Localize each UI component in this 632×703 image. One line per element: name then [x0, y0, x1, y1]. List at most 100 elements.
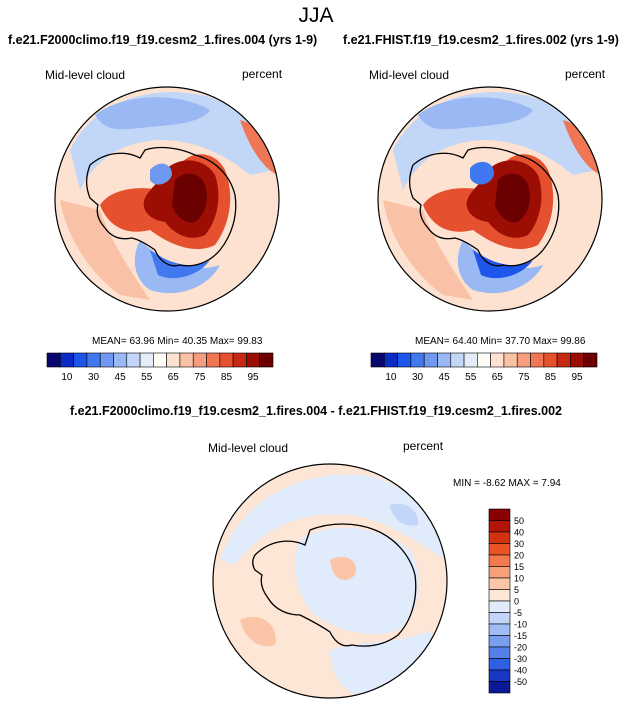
right-colorbar-swatch — [370, 352, 385, 368]
left-colorbar: 10 30 45 55 65 75 85 95 — [46, 352, 274, 383]
diff-stats: MIN = -8.62 MAX = 7.94 — [453, 478, 561, 489]
left-colorbar-swatch — [179, 352, 194, 368]
left-panel-title: f.e21.F2000climo.f19_f19.cesm2_1.fires.0… — [8, 33, 318, 47]
left-colorbar-swatch — [86, 352, 101, 368]
right-min-label: Min= — [480, 336, 503, 347]
left-field-darkred-core — [172, 173, 207, 223]
right-colorbar-swatch — [410, 352, 425, 368]
left-colorbar-swatch — [232, 352, 247, 368]
diff-colorbar-swatch — [488, 577, 511, 590]
diff-panel-title: f.e21.F2000climo.f19_f19.cesm2_1.fires.0… — [70, 404, 562, 418]
left-max-value: 99.83 — [237, 336, 263, 347]
diff-field-orange-sw — [240, 616, 276, 647]
left-colorbar-swatch — [246, 352, 261, 368]
diff-variable-label: Mid-level cloud — [208, 441, 289, 455]
diff-coastline — [252, 523, 417, 647]
diff-colorbar-swatch — [488, 669, 511, 682]
left-colorbar-swatch — [153, 352, 167, 368]
diff-colorbar-tick-label: -10 — [514, 620, 527, 630]
diff-max-value: 7.94 — [541, 478, 561, 489]
right-map-border — [377, 86, 603, 312]
left-colorbar-tick-label: 30 — [88, 372, 100, 383]
right-colorbar-tick-label: 65 — [492, 372, 504, 383]
diff-colorbar-swatch — [488, 508, 511, 521]
diff-map-border — [212, 463, 448, 699]
diff-colorbar-tick-label: -50 — [514, 677, 527, 687]
diff-colorbar-swatch — [488, 635, 511, 648]
diff-polar-map — [212, 463, 448, 699]
right-colorbar-tick-label: 30 — [412, 372, 424, 383]
diff-colorbar-swatch — [488, 566, 511, 579]
left-mean-label: MEAN= — [92, 336, 127, 347]
diff-colorbar-tick-label: 40 — [514, 528, 524, 538]
right-max-value: 99.86 — [560, 336, 586, 347]
right-mean-value: 64.40 — [452, 336, 478, 347]
left-polar-map — [54, 86, 280, 312]
right-colorbar-tick-label: 85 — [545, 372, 557, 383]
left-max-label: Max= — [209, 336, 235, 347]
right-colorbar-tick-label: 75 — [518, 372, 530, 383]
left-min-label: Min= — [157, 336, 180, 347]
right-colorbar-swatch — [570, 352, 585, 368]
diff-colorbar-tick-label: 15 — [514, 562, 524, 572]
left-field-blue-inner — [150, 163, 172, 185]
right-field-orange-w — [383, 200, 473, 300]
left-colorbar-swatch — [219, 352, 234, 368]
right-colorbar-swatch — [397, 352, 412, 368]
left-colorbar-tick-label: 10 — [61, 372, 73, 383]
right-colorbar-swatch — [516, 352, 531, 368]
diff-colorbar-tick-label: -20 — [514, 643, 527, 653]
right-colorbar-swatch — [503, 352, 518, 368]
diff-colorbar-swatch — [488, 600, 511, 613]
diff-colorbar-tick-label: -5 — [514, 608, 522, 618]
right-colorbar-swatch — [490, 352, 505, 368]
left-colorbar-swatch — [46, 352, 61, 368]
left-colorbar-swatch — [99, 352, 114, 368]
diff-min-label: MIN = — [453, 478, 480, 489]
right-colorbar-swatch — [437, 352, 452, 368]
right-colorbar-swatch — [423, 352, 438, 368]
diff-colorbar-swatch — [488, 531, 511, 544]
diff-max-label: MAX = — [508, 478, 539, 489]
right-colorbar-swatch — [450, 352, 465, 368]
left-colorbar-tick-label: 65 — [168, 372, 180, 383]
diff-field-blue-center — [294, 527, 419, 634]
right-variable-label: Mid-level cloud — [369, 68, 450, 82]
diff-field-blue-north — [220, 474, 447, 565]
diff-field-orange-center — [330, 556, 356, 580]
right-polar-map — [377, 86, 603, 312]
right-field-blue-core — [418, 97, 533, 130]
left-colorbar-swatch — [113, 352, 128, 368]
diff-colorbar-swatch — [488, 543, 511, 556]
diff-colorbar-tick-label: 5 — [514, 585, 519, 595]
left-colorbar-tick-label: 45 — [115, 372, 127, 383]
right-field-blue-s-core — [473, 250, 533, 279]
left-colorbar-swatch — [59, 352, 74, 368]
figure-title: JJA — [298, 4, 334, 27]
right-mean-label: MEAN= — [415, 336, 450, 347]
left-colorbar-tick-label: 95 — [247, 372, 259, 383]
diff-colorbar-swatch — [488, 520, 511, 533]
right-colorbar-swatch — [383, 352, 398, 368]
right-colorbar-tick-label: 95 — [571, 372, 583, 383]
right-colorbar-swatch — [583, 352, 598, 368]
left-field-orange-w — [60, 200, 150, 300]
left-colorbar-swatch — [259, 352, 274, 368]
diff-colorbar-swatch — [488, 681, 511, 694]
left-colorbar-swatch — [192, 352, 207, 368]
left-field-blue-s-core — [150, 250, 210, 279]
left-map-border — [54, 86, 280, 312]
right-colorbar: 10 30 45 55 65 75 85 95 — [370, 352, 598, 383]
diff-colorbar-tick-label: -30 — [514, 654, 527, 664]
diff-colorbar-tick-label: 50 — [514, 516, 524, 526]
diff-field-blue-patch — [390, 503, 419, 526]
diff-colorbar-tick-label: -15 — [514, 631, 527, 641]
right-stats: MEAN= 64.40 Min= 37.70 Max= 99.86 — [415, 336, 585, 347]
diff-colorbar-swatch — [488, 554, 511, 567]
right-colorbar-swatch — [477, 352, 491, 368]
left-colorbar-swatch — [139, 352, 154, 368]
diff-colorbar-tick-label: 20 — [514, 551, 524, 561]
right-units-label: percent — [565, 67, 606, 81]
